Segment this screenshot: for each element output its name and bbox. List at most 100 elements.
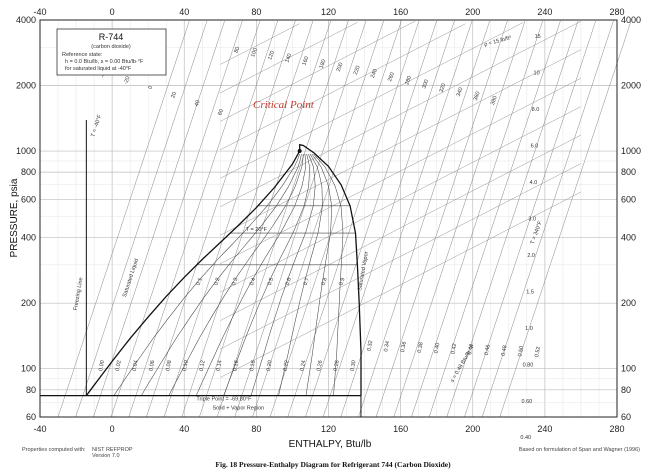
info-subtitle: (carbon dioxide) <box>91 44 131 50</box>
x-tick-label-top: 280 <box>609 7 624 17</box>
isentrope-line <box>128 20 261 418</box>
isotherm-label: 60 <box>217 108 225 116</box>
entropy-label: 0.16 <box>232 360 240 372</box>
x-tick-label-bottom: 120 <box>321 424 336 434</box>
x-tick-label-bottom: 280 <box>609 424 624 434</box>
isotherm-label: 160 <box>302 56 311 67</box>
entropy-label: 0.50 <box>517 346 525 358</box>
quality-label: 0.8 <box>320 277 328 286</box>
y-tick-label-right: 400 <box>621 233 636 243</box>
quality-line <box>141 153 302 396</box>
info-line-1: Reference state: <box>62 52 103 58</box>
entropy-label: 0.06 <box>149 360 157 372</box>
y-tick-label-right: 100 <box>621 364 636 374</box>
isentrope-line <box>305 20 437 418</box>
y-tick-label-right: 80 <box>621 385 631 395</box>
isentrope-line <box>340 20 473 418</box>
quality-label: 0.7 <box>303 277 311 286</box>
x-tick-label-top: 120 <box>321 7 336 17</box>
isotherm-label: 360 <box>473 91 482 102</box>
entropy-label: 0.48 <box>501 345 509 357</box>
x-tick-label-bottom: 240 <box>537 424 552 434</box>
entropy-label: 0.32 <box>367 340 375 352</box>
entropy-label: 0.04 <box>132 360 140 372</box>
x-tick-label-bottom: 0 <box>110 424 115 434</box>
plot-frame <box>39 19 618 418</box>
isentrope-line <box>287 20 420 418</box>
density-label: 8.0 <box>532 107 540 113</box>
entropy-label: 0.44 <box>467 344 475 356</box>
quality-label: 0.1 <box>195 277 203 286</box>
isotherm-label: 180 <box>319 59 328 70</box>
isentrope-line <box>269 20 402 418</box>
solid-vapor-label: Solid + Vapor Region <box>212 406 264 412</box>
density-label: 4.0 <box>530 180 538 186</box>
isochore-line <box>220 106 582 293</box>
y-tick-label-right: 4000 <box>621 15 641 25</box>
x-tick-label-bottom: 160 <box>393 424 408 434</box>
isotherm-label: 220 <box>353 65 362 76</box>
y-tick-label-left: 60 <box>26 412 36 422</box>
isentrope-line <box>428 20 561 418</box>
isochore-line <box>220 22 358 94</box>
footer-left-version: Version 7.0 <box>92 453 120 459</box>
isochore-line <box>220 49 582 236</box>
y-tick-label-left: 2000 <box>16 81 36 91</box>
saturation-dome <box>40 120 362 417</box>
x-tick-label-top: 40 <box>179 7 189 17</box>
critical-point-marker <box>297 149 302 154</box>
entropy-label: 0.02 <box>115 360 123 372</box>
density-label: 1.0 <box>525 326 533 332</box>
quality-line <box>195 153 306 396</box>
freezing-line-label: Freezing Line <box>73 277 85 311</box>
isentrope-line <box>163 20 296 418</box>
isotherm-label: 120 <box>267 50 276 61</box>
isotherm-label: 380 <box>490 95 499 106</box>
isotherm-label: 300 <box>421 79 430 90</box>
x-tick-label-bottom: -40 <box>33 424 46 434</box>
entropy-label: 0.26 <box>316 360 324 372</box>
x-tick-label-top: 240 <box>537 7 552 17</box>
figure-caption: Fig. 18 Pressure-Enthalpy Diagram for Re… <box>215 460 451 469</box>
isentrope-line <box>93 20 225 418</box>
entropy-label: 0.46 <box>484 344 492 356</box>
footer-left-name: NIST REFPROP <box>92 447 133 453</box>
isentrope-line <box>358 20 490 418</box>
isentrope-line <box>252 20 384 418</box>
isochore-line <box>220 163 582 350</box>
info-title: R-744 <box>99 32 124 42</box>
entropy-label: 0.24 <box>299 360 307 372</box>
quality-label: 0.5 <box>267 277 275 286</box>
grid <box>39 19 618 418</box>
x-tick-label-top: 80 <box>251 7 261 17</box>
isotherm-label: 240 <box>370 68 379 79</box>
isentrope-line <box>446 20 579 418</box>
isentrope-line <box>181 20 314 418</box>
isotherm-label: 260 <box>387 72 396 83</box>
info-line-3: for saturated liquid at -40°F <box>65 66 132 72</box>
quality-label: 0.4 <box>249 277 257 286</box>
info-box: R-744 (carbon dioxide) Reference state: … <box>56 28 167 76</box>
isentrope-line <box>464 20 596 418</box>
quality-line <box>250 153 316 396</box>
isentrope-line <box>234 20 367 418</box>
isentrope-line <box>375 20 508 418</box>
x-tick-label-bottom: 40 <box>179 424 189 434</box>
isentrope-line <box>393 20 526 418</box>
x-tick-label-top: 200 <box>465 7 480 17</box>
entropy-label: 0.12 <box>199 360 207 372</box>
entropy-label: 0.34 <box>383 341 391 353</box>
entropy-label: 0.40 <box>434 342 442 354</box>
x-tick-label-top: -40 <box>33 7 46 17</box>
isentrope-line <box>481 20 614 418</box>
isentrope-line <box>322 20 455 418</box>
entropy-label: 0.52 <box>534 346 542 358</box>
isotherm-label: 80 <box>234 46 242 54</box>
footer-left-label: Properties computed with: <box>22 447 86 453</box>
quality-label: 0.3 <box>231 277 239 286</box>
y-tick-label-right: 2000 <box>621 81 641 91</box>
axis-ticks: -40-400040408080120120160160200200240240… <box>16 7 641 434</box>
quality-line <box>223 153 310 396</box>
isochore-line <box>220 134 582 321</box>
